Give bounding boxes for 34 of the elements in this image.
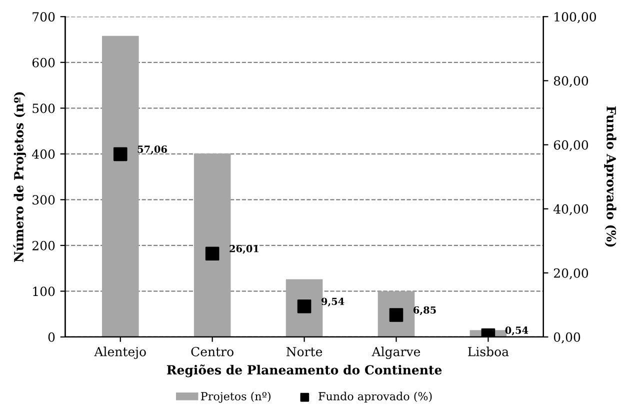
data-label: 6,85 xyxy=(414,306,436,316)
point xyxy=(205,246,220,261)
y-tick-label: 600 xyxy=(32,58,55,68)
x-tick-label: Lisboa xyxy=(468,346,509,356)
y-tick-label: 100 xyxy=(33,286,55,296)
y-axis-title: Número de Projetos (nº) xyxy=(13,92,26,262)
y2-tick-label: 20,00 xyxy=(554,268,588,280)
point xyxy=(113,147,128,162)
y-tick-label: 300 xyxy=(32,195,55,205)
y2-axis-title: Fundo Aprovado (%) xyxy=(604,106,616,247)
y2-tick-label: 0,00 xyxy=(554,332,580,344)
data-label: 26,01 xyxy=(230,244,258,254)
y-tick-label: 500 xyxy=(32,104,55,114)
y2-tick-label: 40,00 xyxy=(553,204,588,216)
x-tick-label: Alentejo xyxy=(94,346,146,359)
x-axis-title: Regiões de Planeamento do Continente xyxy=(166,364,442,378)
x-tick-label: Centro xyxy=(191,346,234,356)
bar xyxy=(102,36,139,337)
legend-label: Fundo aprovado (%) xyxy=(318,392,432,403)
y-tick-label: 700 xyxy=(32,12,55,22)
y-tick-label: 400 xyxy=(32,149,55,159)
data-label: 0,54 xyxy=(505,326,528,336)
legend-label: Projetos (nº) xyxy=(201,392,270,403)
y2-tick-label: 100,00 xyxy=(554,12,596,24)
y2-tick-label: 80,00 xyxy=(554,76,588,88)
bar xyxy=(286,279,323,337)
x-tick-label: Norte xyxy=(286,347,322,356)
y-tick-label: 200 xyxy=(32,240,55,250)
bar xyxy=(194,153,231,337)
y2-tick-label: 60,00 xyxy=(554,140,588,152)
x-tick-label: Algarve xyxy=(372,346,420,359)
data-label: 57,06 xyxy=(138,145,167,154)
data-label: 9,54 xyxy=(321,298,344,307)
y-tick-label: 0 xyxy=(48,332,55,342)
